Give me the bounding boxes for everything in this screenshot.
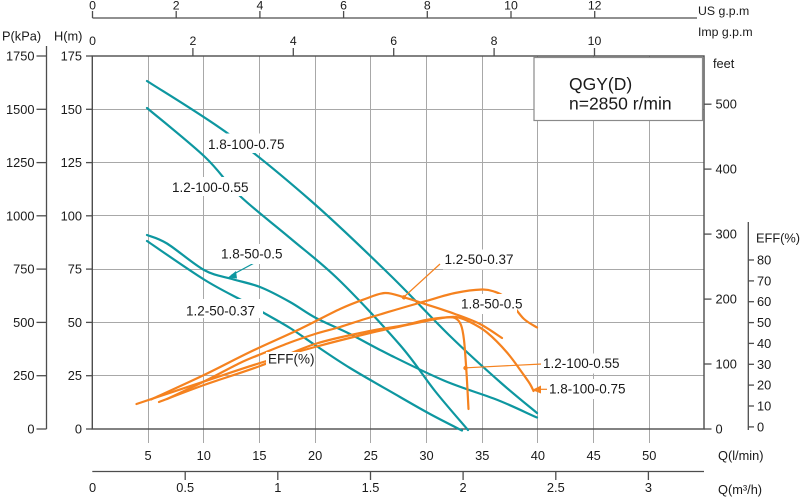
svg-text:50: 50 <box>68 315 82 330</box>
svg-text:0.5: 0.5 <box>176 480 194 495</box>
svg-text:8: 8 <box>491 34 498 48</box>
svg-text:6: 6 <box>390 34 397 48</box>
svg-text:1.2-100-0.55: 1.2-100-0.55 <box>172 180 249 195</box>
svg-text:1500: 1500 <box>6 102 34 117</box>
svg-text:80: 80 <box>757 253 771 268</box>
svg-text:10: 10 <box>757 399 771 414</box>
svg-text:75: 75 <box>68 262 82 277</box>
svg-text:500: 500 <box>13 315 34 330</box>
svg-text:20: 20 <box>308 448 322 463</box>
svg-text:5: 5 <box>144 448 151 463</box>
svg-text:500: 500 <box>716 97 737 112</box>
svg-text:1.2-100-0.55: 1.2-100-0.55 <box>543 356 620 371</box>
svg-text:1.8-50-0.5: 1.8-50-0.5 <box>461 297 523 312</box>
svg-text:0: 0 <box>75 422 82 437</box>
svg-text:Q(m³/h): Q(m³/h) <box>718 482 762 497</box>
svg-text:10: 10 <box>588 34 602 48</box>
svg-text:125: 125 <box>61 155 82 170</box>
svg-text:8: 8 <box>424 0 431 13</box>
svg-text:Q(l/min): Q(l/min) <box>718 448 764 463</box>
svg-text:H(m): H(m) <box>54 29 82 44</box>
svg-text:15: 15 <box>252 448 266 463</box>
svg-text:12: 12 <box>588 0 602 13</box>
svg-text:0: 0 <box>89 0 96 13</box>
svg-text:1.5: 1.5 <box>362 480 380 495</box>
svg-text:0: 0 <box>89 34 96 48</box>
svg-text:2: 2 <box>189 34 196 48</box>
svg-text:200: 200 <box>716 292 737 307</box>
svg-text:400: 400 <box>716 162 737 177</box>
svg-text:0: 0 <box>89 480 96 495</box>
svg-text:QGY(D): QGY(D) <box>569 74 632 94</box>
svg-text:1250: 1250 <box>6 155 34 170</box>
svg-text:1.8-100-0.75: 1.8-100-0.75 <box>208 137 285 152</box>
svg-text:n=2850 r/min: n=2850 r/min <box>569 94 672 114</box>
svg-text:10: 10 <box>197 448 211 463</box>
svg-text:3: 3 <box>645 480 652 495</box>
svg-text:10: 10 <box>504 0 518 13</box>
svg-text:0: 0 <box>757 419 764 434</box>
svg-text:35: 35 <box>475 448 489 463</box>
svg-text:0: 0 <box>27 422 34 437</box>
svg-text:20: 20 <box>757 378 771 393</box>
svg-text:25: 25 <box>364 448 378 463</box>
svg-text:EFF(%): EFF(%) <box>756 231 800 246</box>
svg-text:750: 750 <box>13 262 34 277</box>
svg-text:100: 100 <box>716 357 737 372</box>
svg-text:100: 100 <box>61 208 82 223</box>
svg-text:feet: feet <box>713 56 735 71</box>
svg-text:4: 4 <box>290 34 297 48</box>
svg-text:40: 40 <box>757 336 771 351</box>
svg-text:P(kPa): P(kPa) <box>2 29 41 44</box>
svg-text:1.2-50-0.37: 1.2-50-0.37 <box>445 252 514 267</box>
svg-text:300: 300 <box>716 227 737 242</box>
svg-text:45: 45 <box>586 448 600 463</box>
svg-text:1.2-50-0.37: 1.2-50-0.37 <box>186 304 255 319</box>
svg-text:30: 30 <box>757 357 771 372</box>
svg-text:4: 4 <box>256 0 263 13</box>
svg-text:50: 50 <box>757 315 771 330</box>
svg-text:2.5: 2.5 <box>547 480 565 495</box>
svg-text:70: 70 <box>757 273 771 288</box>
svg-text:1000: 1000 <box>6 208 34 223</box>
svg-text:EFF(%): EFF(%) <box>268 352 315 367</box>
svg-text:25: 25 <box>68 368 82 383</box>
svg-text:1.8-50-0.5: 1.8-50-0.5 <box>221 247 283 262</box>
svg-text:175: 175 <box>61 49 82 64</box>
svg-text:US g.p.m: US g.p.m <box>698 4 749 18</box>
svg-text:0: 0 <box>716 422 723 437</box>
svg-text:150: 150 <box>61 102 82 117</box>
svg-text:2: 2 <box>460 480 467 495</box>
svg-text:250: 250 <box>13 368 34 383</box>
svg-text:60: 60 <box>757 294 771 309</box>
svg-text:50: 50 <box>642 448 656 463</box>
svg-text:1.8-100-0.75: 1.8-100-0.75 <box>549 382 626 397</box>
svg-text:6: 6 <box>340 0 347 13</box>
svg-text:40: 40 <box>531 448 545 463</box>
svg-text:1750: 1750 <box>6 49 34 64</box>
svg-text:Imp g.p.m: Imp g.p.m <box>698 25 753 39</box>
svg-text:2: 2 <box>173 0 180 13</box>
svg-text:1: 1 <box>274 480 281 495</box>
svg-text:30: 30 <box>419 448 433 463</box>
